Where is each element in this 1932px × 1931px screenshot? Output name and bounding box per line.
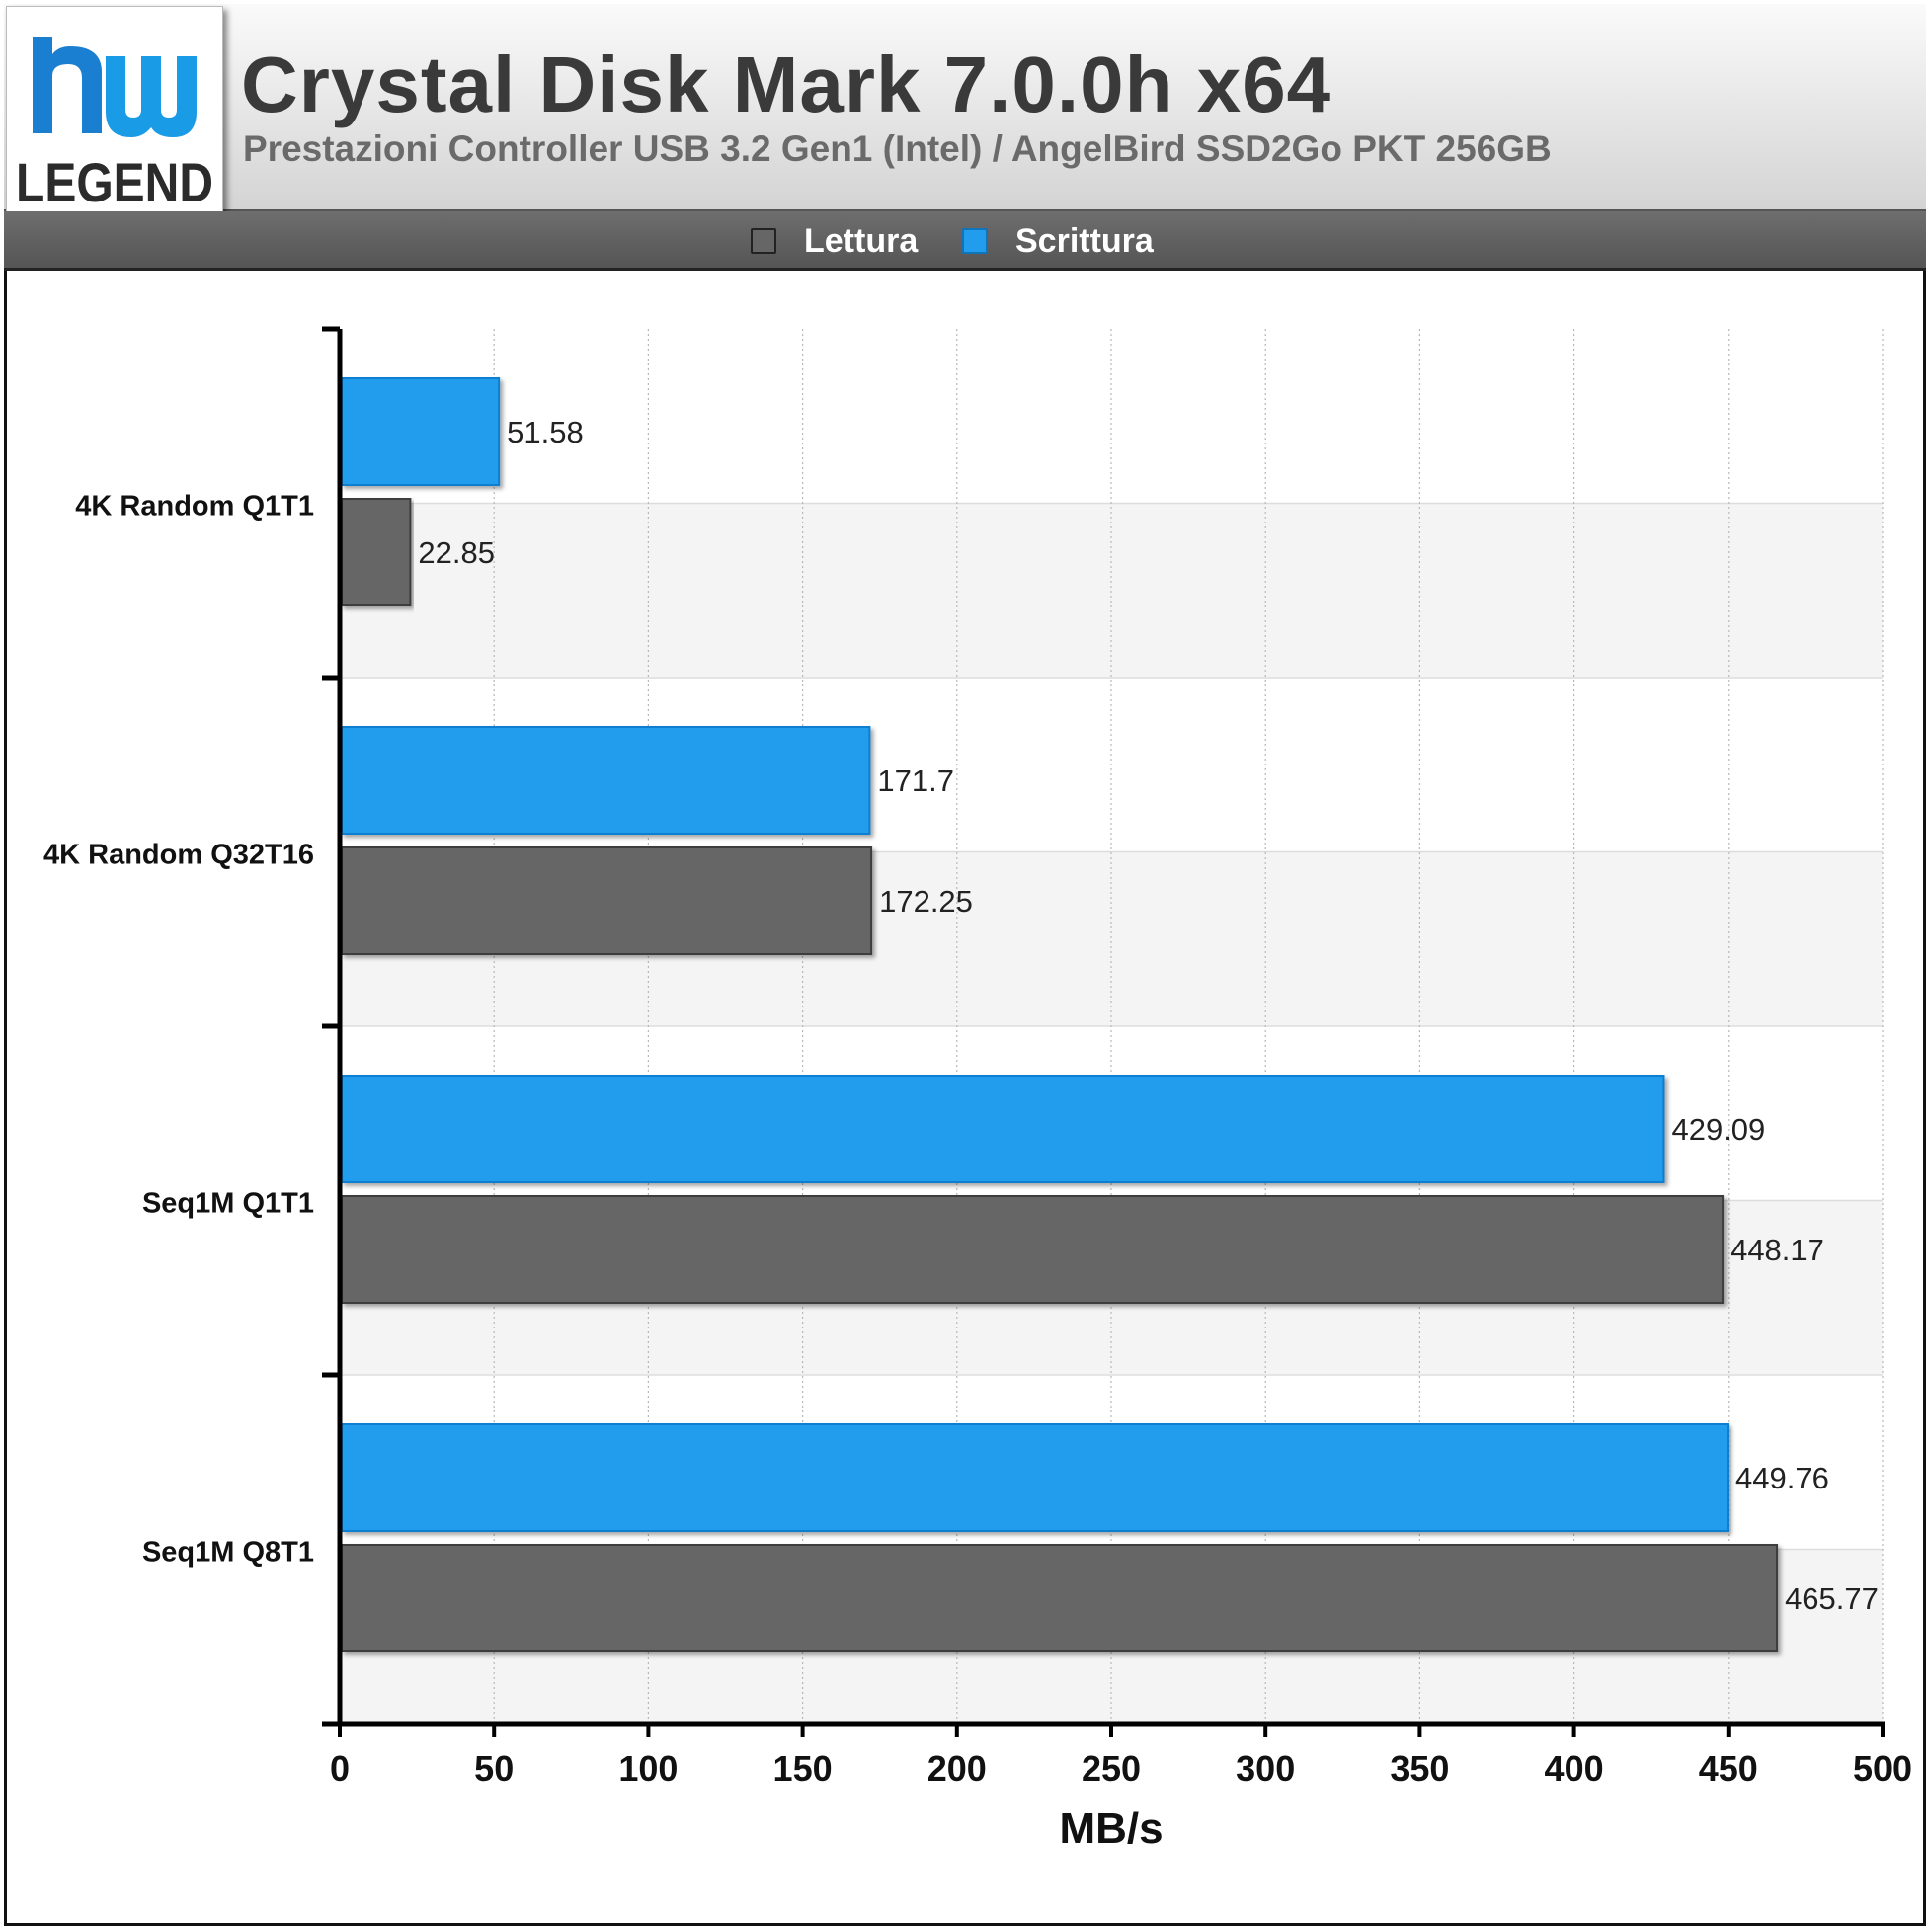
x-tick-label: 100 — [618, 1748, 678, 1789]
bar-lettura — [341, 1195, 1725, 1304]
legend-label-lettura: Lettura — [804, 221, 919, 260]
data-label: 449.76 — [1735, 1461, 1829, 1495]
x-tick-label: 50 — [474, 1748, 514, 1789]
x-tick-label: 250 — [1082, 1748, 1141, 1789]
x-tick-label: 450 — [1699, 1748, 1758, 1789]
legend: Lettura Scrittura — [4, 211, 1926, 271]
category-label: Seq1M Q8T1 — [142, 1537, 314, 1569]
band-background — [340, 329, 1883, 504]
data-label: 429.09 — [1671, 1112, 1765, 1147]
data-label: 51.58 — [507, 415, 584, 449]
logo-text: LEGEND — [16, 151, 213, 213]
x-axis-title: MB/s — [1059, 1805, 1163, 1853]
brand-logo: LEGEND — [6, 6, 223, 218]
data-label: 22.85 — [418, 535, 495, 570]
bar-scrittura — [341, 1075, 1665, 1183]
category-label: 4K Random Q32T16 — [43, 840, 314, 871]
x-tick-label: 400 — [1545, 1748, 1604, 1789]
legend-label-scrittura: Scrittura — [1015, 221, 1154, 260]
chart-subtitle: Prestazioni Controller USB 3.2 Gen1 (Int… — [243, 128, 1552, 169]
bar-lettura — [341, 846, 873, 955]
legend-item-lettura: Lettura — [751, 221, 919, 260]
data-label: 172.25 — [879, 884, 973, 919]
bar-lettura — [341, 1544, 1779, 1652]
chart-title: Crystal Disk Mark 7.0.0h x64 — [241, 40, 1332, 128]
bar-lettura — [341, 498, 412, 606]
legend-item-scrittura: Scrittura — [962, 221, 1154, 260]
x-tick-label: 350 — [1390, 1748, 1449, 1789]
bar-scrittura — [341, 726, 871, 835]
chart-header: Crystal Disk Mark 7.0.0h x64 Prestazioni… — [4, 4, 1926, 211]
x-tick-label: 150 — [773, 1748, 833, 1789]
data-label: 448.17 — [1731, 1233, 1824, 1267]
bar-scrittura — [341, 1423, 1730, 1532]
x-tick-label: 200 — [927, 1748, 987, 1789]
x-tick-label: 0 — [330, 1748, 350, 1789]
category-label: 4K Random Q1T1 — [75, 491, 314, 523]
category-label: Seq1M Q1T1 — [142, 1188, 314, 1220]
legend-swatch-lettura — [751, 228, 776, 254]
bar-scrittura — [341, 377, 501, 486]
x-tick-label: 300 — [1236, 1748, 1295, 1789]
legend-swatch-scrittura — [962, 228, 988, 254]
x-tick-label: 500 — [1853, 1748, 1912, 1789]
data-label: 171.7 — [877, 764, 954, 798]
data-label: 465.77 — [1785, 1581, 1879, 1616]
